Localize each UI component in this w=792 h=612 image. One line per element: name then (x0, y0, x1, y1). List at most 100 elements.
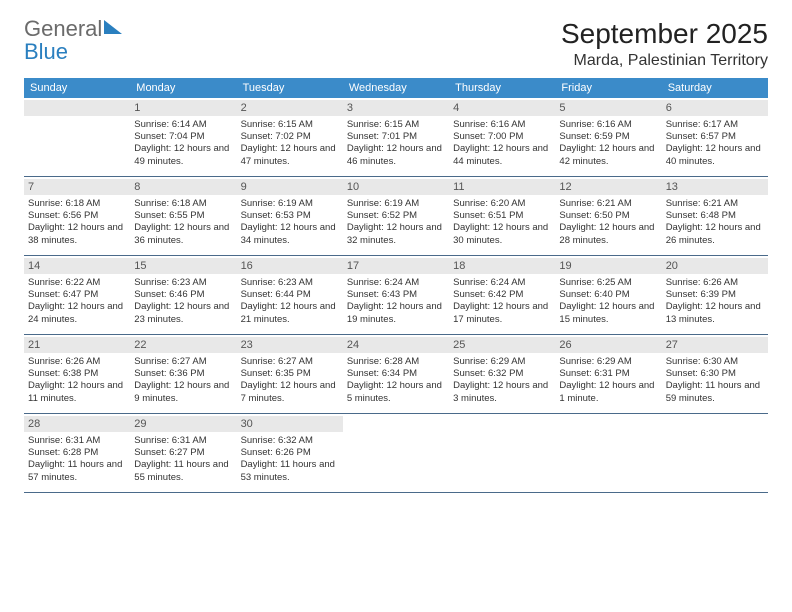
day-cell: 24Sunrise: 6:28 AMSunset: 6:34 PMDayligh… (343, 335, 449, 413)
dow-tuesday: Tuesday (237, 78, 343, 98)
sunrise-line: Sunrise: 6:24 AM (347, 277, 445, 289)
day-cell: 19Sunrise: 6:25 AMSunset: 6:40 PMDayligh… (555, 256, 661, 334)
day-number: 6 (662, 100, 768, 116)
day-cell: 4Sunrise: 6:16 AMSunset: 7:00 PMDaylight… (449, 98, 555, 176)
day-cell: 20Sunrise: 6:26 AMSunset: 6:39 PMDayligh… (662, 256, 768, 334)
day-cell: 11Sunrise: 6:20 AMSunset: 6:51 PMDayligh… (449, 177, 555, 255)
sunset-line: Sunset: 6:39 PM (666, 289, 764, 301)
day-cell: 28Sunrise: 6:31 AMSunset: 6:28 PMDayligh… (24, 414, 130, 492)
sunset-line: Sunset: 6:51 PM (453, 210, 551, 222)
sunset-line: Sunset: 7:04 PM (134, 131, 232, 143)
daylight-line: Daylight: 12 hours and 19 minutes. (347, 301, 445, 325)
day-number: 25 (449, 337, 555, 353)
sunset-line: Sunset: 6:31 PM (559, 368, 657, 380)
sunrise-line: Sunrise: 6:31 AM (134, 435, 232, 447)
daylight-line: Daylight: 12 hours and 3 minutes. (453, 380, 551, 404)
sunrise-line: Sunrise: 6:30 AM (666, 356, 764, 368)
day-number: 9 (237, 179, 343, 195)
sunset-line: Sunset: 6:47 PM (28, 289, 126, 301)
sunset-line: Sunset: 6:55 PM (134, 210, 232, 222)
sunset-line: Sunset: 6:28 PM (28, 447, 126, 459)
day-cell: 22Sunrise: 6:27 AMSunset: 6:36 PMDayligh… (130, 335, 236, 413)
daylight-line: Daylight: 12 hours and 28 minutes. (559, 222, 657, 246)
day-number: 5 (555, 100, 661, 116)
daylight-line: Daylight: 12 hours and 42 minutes. (559, 143, 657, 167)
sunrise-line: Sunrise: 6:16 AM (559, 119, 657, 131)
daylight-line: Daylight: 12 hours and 34 minutes. (241, 222, 339, 246)
day-number: 22 (130, 337, 236, 353)
day-number: 27 (662, 337, 768, 353)
daylight-line: Daylight: 12 hours and 49 minutes. (134, 143, 232, 167)
sunrise-line: Sunrise: 6:19 AM (347, 198, 445, 210)
daylight-line: Daylight: 12 hours and 44 minutes. (453, 143, 551, 167)
sunrise-line: Sunrise: 6:24 AM (453, 277, 551, 289)
sunset-line: Sunset: 7:00 PM (453, 131, 551, 143)
empty-day-header (24, 100, 130, 116)
sunset-line: Sunset: 6:46 PM (134, 289, 232, 301)
sunset-line: Sunset: 6:56 PM (28, 210, 126, 222)
sunrise-line: Sunrise: 6:31 AM (28, 435, 126, 447)
sunset-line: Sunset: 6:30 PM (666, 368, 764, 380)
week-row: 7Sunrise: 6:18 AMSunset: 6:56 PMDaylight… (24, 177, 768, 256)
day-cell: 7 Sunrise: 6:18 AMSunset: 6:56 PMDaylight… (24, 177, 130, 255)
daylight-line: Daylight: 12 hours and 24 minutes. (28, 301, 126, 325)
day-number: 7 (24, 179, 130, 195)
daylight-line: Daylight: 12 hours and 5 minutes. (347, 380, 445, 404)
sunset-line: Sunset: 6:27 PM (134, 447, 232, 459)
logo-flag-icon (104, 20, 122, 34)
sunrise-line: Sunrise: 6:23 AM (241, 277, 339, 289)
month-title: September 2025 (561, 18, 768, 50)
daylight-line: Daylight: 12 hours and 47 minutes. (241, 143, 339, 167)
day-cell (555, 414, 661, 492)
daylight-line: Daylight: 11 hours and 55 minutes. (134, 459, 232, 483)
daylight-line: Daylight: 12 hours and 38 minutes. (28, 222, 126, 246)
day-cell: 18Sunrise: 6:24 AMSunset: 6:42 PMDayligh… (449, 256, 555, 334)
sunrise-line: Sunrise: 6:16 AM (453, 119, 551, 131)
day-number: 24 (343, 337, 449, 353)
daylight-line: Daylight: 12 hours and 9 minutes. (134, 380, 232, 404)
week-row: 28Sunrise: 6:31 AMSunset: 6:28 PMDayligh… (24, 414, 768, 493)
week-row: 1Sunrise: 6:14 AMSunset: 7:04 PMDaylight… (24, 98, 768, 177)
sunrise-line: Sunrise: 6:17 AM (666, 119, 764, 131)
dow-monday: Monday (130, 78, 236, 98)
day-cell: 15Sunrise: 6:23 AMSunset: 6:46 PMDayligh… (130, 256, 236, 334)
day-number: 28 (24, 416, 130, 432)
sunrise-line: Sunrise: 6:29 AM (453, 356, 551, 368)
sunrise-line: Sunrise: 6:18 AM (28, 198, 126, 210)
day-cell: 10Sunrise: 6:19 AMSunset: 6:52 PMDayligh… (343, 177, 449, 255)
day-number: 21 (24, 337, 130, 353)
sunrise-line: Sunrise: 6:27 AM (241, 356, 339, 368)
logo-blue: Blue (24, 39, 68, 64)
daylight-line: Daylight: 12 hours and 21 minutes. (241, 301, 339, 325)
day-cell: 8Sunrise: 6:18 AMSunset: 6:55 PMDaylight… (130, 177, 236, 255)
day-cell: 2Sunrise: 6:15 AMSunset: 7:02 PMDaylight… (237, 98, 343, 176)
dow-saturday: Saturday (662, 78, 768, 98)
sunset-line: Sunset: 6:50 PM (559, 210, 657, 222)
dow-row: Sunday Monday Tuesday Wednesday Thursday… (24, 78, 768, 98)
day-cell: 6 Sunrise: 6:17 AMSunset: 6:57 PMDaylight… (662, 98, 768, 176)
sunrise-line: Sunrise: 6:15 AM (347, 119, 445, 131)
day-number: 2 (237, 100, 343, 116)
sunrise-line: Sunrise: 6:32 AM (241, 435, 339, 447)
title-block: September 2025 Marda, Palestinian Territ… (561, 18, 768, 70)
daylight-line: Daylight: 12 hours and 40 minutes. (666, 143, 764, 167)
day-cell: 30Sunrise: 6:32 AMSunset: 6:26 PMDayligh… (237, 414, 343, 492)
daylight-line: Daylight: 12 hours and 13 minutes. (666, 301, 764, 325)
calendar-page: General Blue September 2025 Marda, Pales… (0, 0, 792, 517)
day-number: 19 (555, 258, 661, 274)
day-cell: 26Sunrise: 6:29 AMSunset: 6:31 PMDayligh… (555, 335, 661, 413)
daylight-line: Daylight: 12 hours and 17 minutes. (453, 301, 551, 325)
day-cell: 1Sunrise: 6:14 AMSunset: 7:04 PMDaylight… (130, 98, 236, 176)
sunset-line: Sunset: 6:57 PM (666, 131, 764, 143)
day-cell: 23Sunrise: 6:27 AMSunset: 6:35 PMDayligh… (237, 335, 343, 413)
sunset-line: Sunset: 7:01 PM (347, 131, 445, 143)
sunrise-line: Sunrise: 6:28 AM (347, 356, 445, 368)
week-row: 14Sunrise: 6:22 AMSunset: 6:47 PMDayligh… (24, 256, 768, 335)
sunrise-line: Sunrise: 6:27 AM (134, 356, 232, 368)
sunrise-line: Sunrise: 6:26 AM (28, 356, 126, 368)
calendar: Sunday Monday Tuesday Wednesday Thursday… (24, 78, 768, 493)
daylight-line: Daylight: 12 hours and 23 minutes. (134, 301, 232, 325)
sunset-line: Sunset: 6:38 PM (28, 368, 126, 380)
sunset-line: Sunset: 6:32 PM (453, 368, 551, 380)
sunrise-line: Sunrise: 6:14 AM (134, 119, 232, 131)
